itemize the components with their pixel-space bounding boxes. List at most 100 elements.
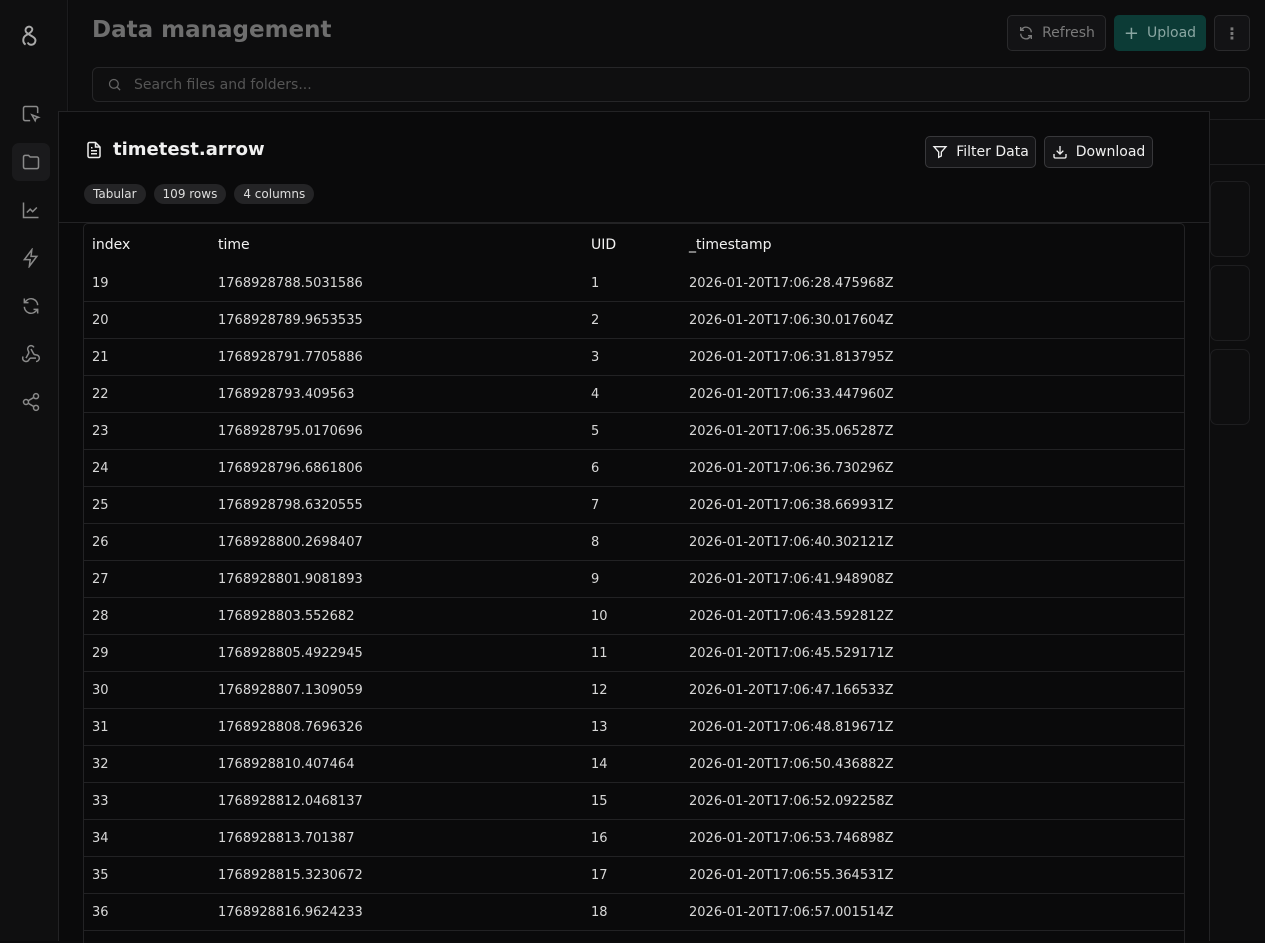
cell-index: 27 — [92, 571, 109, 587]
background-card — [1210, 349, 1250, 425]
table-row[interactable]: 24 1768928796.6861806 6 2026-01-20T17:06:36… — [84, 450, 1184, 487]
table-row[interactable]: 19 1768928788.5031586 1 2026-01-20T17:06:28… — [84, 265, 1184, 302]
file-text-icon — [87, 141, 101, 158]
cell-index: 36 — [92, 904, 109, 920]
cell-timestamp: 2026-01-20T17:06:55.364531Z — [689, 867, 894, 883]
cell-timestamp: 2026-01-20T17:06:40.302121Z — [689, 534, 894, 550]
download-icon — [1053, 146, 1067, 159]
upload-label: Upload — [1147, 25, 1197, 41]
webhook-icon[interactable] — [12, 335, 50, 373]
cell-timestamp: 2026-01-20T17:06:36.730296Z — [689, 460, 894, 476]
cell-time: 1768928813.701387 — [218, 830, 355, 846]
cell-index: 34 — [92, 830, 109, 846]
cell-timestamp: 2026-01-20T17:06:53.746898Z — [689, 830, 894, 846]
page-title: Data management — [92, 17, 332, 43]
data-table: index time UID _timestamp 1 9 1768928788.5… — [83, 223, 1185, 943]
badge-rows: 109 rows — [153, 184, 227, 204]
cell-uid: 10 — [591, 608, 608, 624]
chart-icon[interactable] — [12, 191, 50, 229]
column-header-timestamp[interactable]: _timestamp — [689, 236, 772, 253]
sync-icon[interactable] — [12, 287, 50, 325]
cell-time: 1768928788.5031586 — [218, 275, 363, 291]
filter-data-button[interactable]: Filter Data — [925, 136, 1036, 168]
table-row[interactable]: 32 1768928810.407464 14 2026-01-20T17:06:50… — [84, 746, 1184, 783]
background-card — [1210, 265, 1250, 341]
cell-uid: 9 — [591, 571, 600, 587]
cell-uid: 1 — [591, 275, 600, 291]
cell-timestamp: 2026-01-20T17:06:45.529171Z — [689, 645, 894, 661]
folder-icon[interactable] — [12, 143, 50, 181]
cell-time: 1768928816.9624233 — [218, 904, 363, 920]
download-button[interactable]: Download — [1044, 136, 1153, 168]
cell-timestamp: 2026-01-20T17:06:47.166533Z — [689, 682, 894, 698]
cell-index: 35 — [92, 867, 109, 883]
cell-uid: 13 — [591, 719, 608, 735]
table-row[interactable]: 28 1768928803.552682 10 2026-01-20T17:06:43… — [84, 598, 1184, 635]
cell-time: 1768928815.3230672 — [218, 867, 363, 883]
cell-index: 26 — [92, 534, 109, 550]
cell-timestamp: 2026-01-20T17:06:48.819671Z — [689, 719, 894, 735]
refresh-button[interactable]: Refresh — [1007, 15, 1106, 51]
table-row[interactable]: 36 1768928816.9624233 18 2026-01-20T17:06:5… — [84, 894, 1184, 931]
table-row[interactable]: 22 1768928793.409563 4 2026-01-20T17:06:33.… — [84, 376, 1184, 413]
file-title: timetest.arrow — [85, 139, 265, 160]
upload-button[interactable]: + Upload — [1114, 15, 1206, 51]
table-row[interactable]: 33 1768928812.0468137 15 2026-01-20T17:06:5… — [84, 783, 1184, 820]
table-row[interactable]: 20 1768928789.9653535 2 2026-01-20T17:06:30… — [84, 302, 1184, 339]
table-row[interactable]: 31 1768928808.7696326 13 2026-01-20T17:06:4… — [84, 709, 1184, 746]
cell-index: 20 — [92, 312, 109, 328]
cell-uid: 16 — [591, 830, 608, 846]
cell-timestamp: 2026-01-20T17:06:50.436882Z — [689, 756, 894, 772]
cell-time: 1768928800.2698407 — [218, 534, 363, 550]
search-icon — [108, 78, 121, 91]
cell-timestamp: 2026-01-20T17:06:30.017604Z — [689, 312, 894, 328]
share-icon[interactable] — [12, 383, 50, 421]
table-row[interactable]: 27 1768928801.9081893 9 2026-01-20T17:06:41… — [84, 561, 1184, 598]
file-name: timetest.arrow — [113, 139, 265, 160]
badge-columns: 4 columns — [234, 184, 315, 204]
cell-timestamp: 2026-01-20T17:06:38.669931Z — [689, 497, 894, 513]
divider — [59, 222, 1209, 223]
cell-timestamp: 2026-01-20T17:06:43.592812Z — [689, 608, 894, 624]
file-preview-panel: timetest.arrow Filter Data Download Tabu… — [58, 111, 1210, 943]
cell-index: 33 — [92, 793, 109, 809]
cell-time: 1768928805.4922945 — [218, 645, 363, 661]
table-row[interactable]: 35 1768928815.3230672 17 2026-01-20T17:06:5… — [84, 857, 1184, 894]
cell-time: 1768928789.9653535 — [218, 312, 363, 328]
filter-label: Filter Data — [956, 144, 1029, 160]
background-card — [1210, 181, 1250, 257]
refresh-label: Refresh — [1042, 25, 1095, 41]
column-header-uid[interactable]: UID — [591, 236, 617, 253]
zap-icon[interactable] — [12, 239, 50, 277]
cell-index: 25 — [92, 497, 109, 513]
sidebar — [0, 0, 68, 941]
table-row[interactable]: 25 1768928798.6320555 7 2026-01-20T17:06:38… — [84, 487, 1184, 524]
column-header-index[interactable]: index — [92, 236, 131, 253]
more-options-button[interactable]: ⋮ — [1214, 15, 1250, 51]
table-row[interactable]: 23 1768928795.0170696 5 2026-01-20T17:06:35… — [84, 413, 1184, 450]
column-header-time[interactable]: time — [218, 236, 250, 253]
cell-uid: 3 — [591, 349, 600, 365]
cell-index: 24 — [92, 460, 109, 476]
cell-timestamp: 2026-01-20T17:06:28.475968Z — [689, 275, 894, 291]
select-cursor-icon[interactable] — [12, 95, 50, 133]
cell-uid: 8 — [591, 534, 600, 550]
table-header: index time UID _timestamp — [84, 224, 1184, 265]
more-vertical-icon: ⋮ — [1224, 23, 1240, 43]
search-placeholder: Search files and folders... — [134, 76, 312, 93]
table-row[interactable]: 21 1768928791.7705886 3 2026-01-20T17:06:31… — [84, 339, 1184, 376]
cell-time: 1768928791.7705886 — [218, 349, 363, 365]
cell-uid: 4 — [591, 386, 600, 402]
cell-index: 31 — [92, 719, 109, 735]
table-row[interactable]: 34 1768928813.701387 16 2026-01-20T17:06:53… — [84, 820, 1184, 857]
file-badges: Tabular 109 rows 4 columns — [84, 184, 315, 204]
table-row[interactable]: 26 1768928800.2698407 8 2026-01-20T17:06:40… — [84, 524, 1184, 561]
search-input[interactable]: Search files and folders... — [92, 67, 1250, 102]
logo-icon[interactable] — [12, 18, 50, 56]
cell-timestamp: 2026-01-20T17:06:35.065287Z — [689, 423, 894, 439]
cell-index: 22 — [92, 386, 109, 402]
cell-uid: 18 — [591, 904, 608, 920]
table-row[interactable]: 29 1768928805.4922945 11 2026-01-20T17:06:4… — [84, 635, 1184, 672]
cell-uid: 5 — [591, 423, 600, 439]
table-row[interactable]: 30 1768928807.1309059 12 2026-01-20T17:06:4… — [84, 672, 1184, 709]
